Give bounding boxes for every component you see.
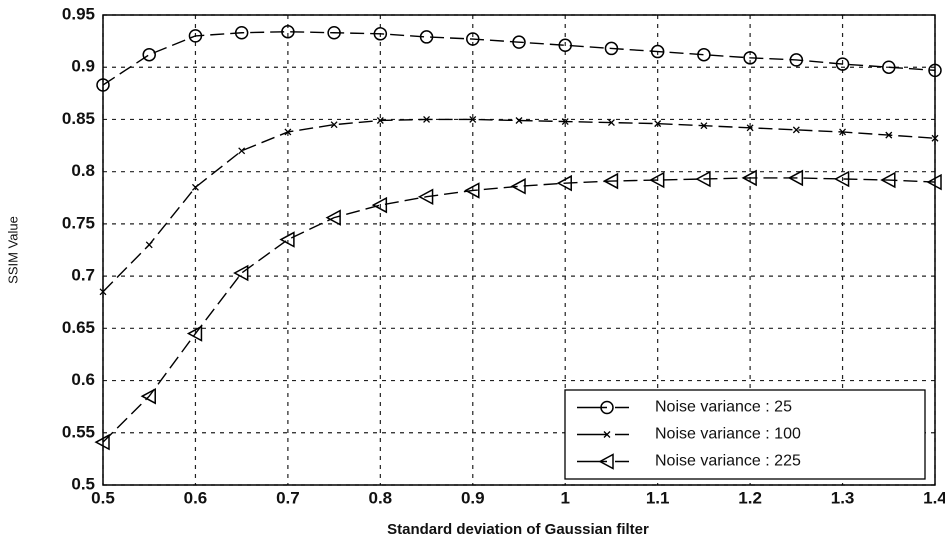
marker: [99, 288, 107, 296]
marker: [417, 188, 434, 205]
legend-marker: [600, 400, 614, 415]
marker: [142, 47, 156, 62]
marker: [191, 183, 199, 191]
marker: [373, 27, 388, 41]
marker: [423, 115, 431, 123]
marker: [371, 196, 388, 214]
x-tick-label: 0.7: [276, 488, 300, 507]
marker: [885, 131, 893, 139]
marker: [330, 121, 338, 129]
marker: [234, 26, 249, 40]
marker: [188, 29, 203, 43]
marker: [279, 231, 295, 248]
marker: [700, 122, 708, 130]
y-tick-label: 0.85: [62, 109, 95, 128]
marker: [558, 38, 572, 53]
marker: [561, 118, 569, 125]
legend-label: Noise variance : 100: [655, 426, 801, 443]
y-tick-label: 0.9: [71, 57, 95, 76]
marker: [376, 117, 384, 124]
marker: [833, 170, 850, 188]
marker: [839, 128, 847, 136]
legend-marker: [598, 453, 614, 470]
x-tick-label: 1: [560, 488, 569, 507]
marker: [880, 171, 896, 189]
marker: [233, 264, 249, 282]
marker: [556, 174, 572, 192]
legend-label: Noise variance : 25: [655, 399, 792, 416]
marker: [787, 169, 804, 187]
marker: [650, 44, 665, 59]
marker: [741, 169, 757, 187]
y-tick-label: 0.95: [62, 4, 95, 23]
marker: [654, 120, 662, 128]
marker: [94, 433, 110, 451]
marker: [325, 209, 341, 226]
marker: [743, 51, 757, 65]
marker: [510, 178, 526, 195]
marker: [140, 387, 156, 405]
marker: [327, 26, 341, 40]
y-tick-label: 0.55: [62, 422, 95, 441]
marker: [469, 115, 477, 123]
y-axis-label: SSIM Value: [5, 216, 20, 284]
marker: [792, 126, 800, 134]
marker: [284, 128, 292, 136]
marker: [145, 241, 153, 249]
series-line: [102, 118, 936, 293]
marker: [695, 170, 711, 188]
marker: [789, 53, 804, 67]
marker: [882, 60, 896, 74]
legend-marker: [603, 431, 611, 438]
x-tick-label: 1.4: [923, 488, 945, 507]
marker: [186, 325, 203, 342]
x-tick-label: 0.6: [184, 488, 208, 507]
marker: [926, 173, 942, 191]
marker: [512, 35, 526, 49]
x-tick-label: 0.8: [369, 488, 393, 507]
marker: [835, 57, 850, 71]
y-tick-label: 0.6: [71, 370, 95, 389]
marker: [931, 134, 939, 142]
x-tick-label: 1.1: [646, 488, 670, 507]
x-tick-label: 1.3: [831, 488, 855, 507]
y-tick-label: 0.75: [62, 213, 95, 232]
marker: [464, 182, 480, 199]
marker: [607, 119, 615, 127]
marker: [515, 117, 523, 124]
series-line: [102, 177, 936, 443]
marker: [419, 30, 434, 44]
marker: [697, 47, 711, 62]
marker: [649, 171, 665, 189]
y-tick-label: 0.7: [71, 266, 95, 285]
x-axis-label: Standard deviation of Gaussian filter: [387, 521, 649, 538]
series-line: [102, 31, 936, 86]
y-tick-label: 0.8: [71, 161, 95, 180]
plot-frame: [102, 14, 936, 486]
marker: [96, 78, 110, 92]
marker: [281, 24, 295, 39]
marker: [604, 41, 619, 56]
y-tick-label: 0.5: [71, 474, 95, 493]
marker: [466, 32, 480, 46]
x-tick-label: 1.2: [738, 488, 762, 507]
x-tick-label: 0.5: [91, 488, 115, 507]
marker: [238, 147, 246, 155]
legend-label: Noise variance : 225: [655, 453, 801, 470]
x-tick-label: 0.9: [461, 488, 485, 507]
y-tick-label: 0.65: [62, 318, 95, 337]
marker: [746, 124, 754, 132]
marker: [928, 63, 942, 78]
marker: [602, 172, 619, 190]
